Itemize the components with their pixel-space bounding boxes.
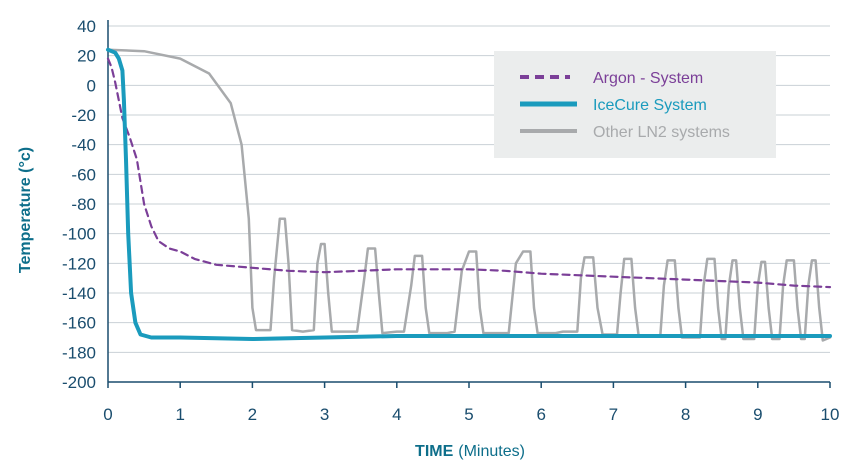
series-line-other-ln2-systems	[106, 48, 832, 342]
x-tick-label: 9	[753, 405, 762, 424]
y-axis-title: Temperature (°c)	[17, 147, 34, 273]
series-lines	[106, 47, 832, 342]
x-tick-label: 1	[175, 405, 184, 424]
y-tick-label: -120	[62, 254, 96, 273]
legend: Argon - System IceCure System Other LN2 …	[494, 51, 776, 158]
y-tick-label: 40	[77, 17, 96, 36]
x-axis-title: TIME (Minutes)	[415, 443, 525, 460]
grid-lines	[108, 25, 830, 353]
x-tick-labels: 0 1 2 3 4 5 6 7 8 9 10	[103, 405, 839, 424]
legend-label-argon: Argon - System	[593, 70, 703, 87]
x-tick-label: 3	[320, 405, 329, 424]
y-tick-label: -160	[62, 314, 96, 333]
series-line-icecure-system	[106, 47, 832, 341]
y-tick-labels: 40 20 0 -20 -40 -60 -80 -100 -120 -140 -160 -180 -20…	[62, 17, 96, 392]
y-tick-label: -20	[71, 106, 96, 125]
x-tick-label: 6	[536, 405, 545, 424]
x-axis-title-bold: TIME	[415, 443, 454, 460]
axes	[107, 20, 831, 388]
y-tick-label: -140	[62, 284, 96, 303]
y-tick-label: -180	[62, 343, 96, 362]
x-tick-label: 5	[464, 405, 473, 424]
x-tick-label: 4	[392, 405, 401, 424]
x-tick-label: 7	[609, 405, 618, 424]
y-tick-label: -40	[71, 136, 96, 155]
y-tick-label: -100	[62, 225, 96, 244]
y-tick-label: -200	[62, 373, 96, 392]
x-tick-label: 8	[681, 405, 690, 424]
x-axis-title-unit: (Minutes)	[458, 443, 525, 460]
x-tick-label: 0	[103, 405, 112, 424]
series-line-argon-system	[106, 57, 832, 289]
y-tick-label: -60	[71, 165, 96, 184]
legend-label-icecure: IceCure System	[593, 97, 707, 114]
y-tick-label: 0	[87, 76, 96, 95]
x-tick-label: 10	[821, 405, 840, 424]
y-tick-label: -80	[71, 195, 96, 214]
x-tick-label: 2	[248, 405, 257, 424]
legend-label-other: Other LN2 systems	[593, 124, 730, 141]
y-tick-label: 20	[77, 47, 96, 66]
